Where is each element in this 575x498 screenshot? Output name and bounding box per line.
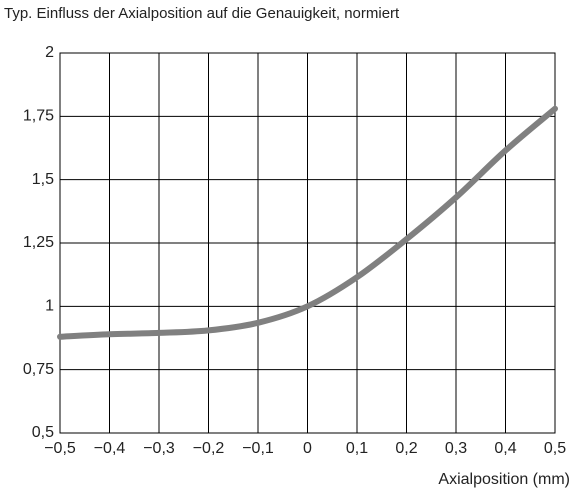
x-tick-label: −0,3 (143, 440, 175, 457)
x-axis-label: Axialposition (mm) (438, 471, 570, 488)
plot-frame (59, 52, 556, 434)
line (57, 105, 558, 340)
x-tick-label: 0,3 (445, 440, 467, 457)
x-tick-label: −0,5 (44, 440, 76, 457)
x-tick-label: 0,1 (346, 440, 368, 457)
x-tick-label: −0,4 (94, 440, 126, 457)
y-tick-label: 0,5 (32, 424, 54, 441)
x-tick-label: 0 (303, 440, 312, 457)
y-tick-label: 1 (45, 298, 54, 315)
y-tick-label: 1,75 (23, 108, 54, 125)
x-tick-label: −0,1 (242, 440, 274, 457)
x-tick-label: 0,5 (544, 440, 566, 457)
x-tick-label: −0,2 (193, 440, 225, 457)
y-tick-label: 1,25 (23, 234, 54, 251)
x-tick-label: 0,4 (494, 440, 516, 457)
y-tick-label: 2 (45, 44, 54, 61)
chart-title: Typ. Einfluss der Axialposition auf die … (4, 5, 400, 22)
y-tick-label: 1,5 (32, 171, 54, 188)
y-tick-label: 0,75 (23, 361, 54, 378)
x-tick-label: 0,2 (395, 440, 417, 457)
